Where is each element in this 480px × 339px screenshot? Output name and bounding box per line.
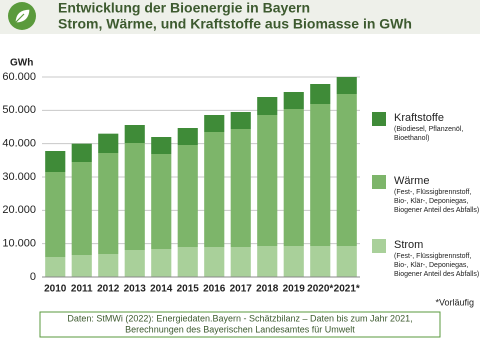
x-tick-label: 2017	[230, 284, 253, 295]
x-tick-label: 2016	[203, 284, 226, 295]
bar-segment	[310, 104, 331, 246]
y-tick-label: 50.000	[2, 104, 36, 116]
bar-segment	[98, 133, 119, 153]
bar-segment	[230, 247, 251, 277]
source-line: Daten: StMWi (2022): Energiedaten.Bayern…	[67, 313, 412, 323]
footnote: *Vorläufig	[435, 297, 474, 307]
bar-segment	[124, 143, 145, 250]
bar-segment	[283, 246, 304, 277]
bar-segment	[204, 132, 225, 247]
bar-segment	[230, 112, 251, 129]
bar-segment	[45, 257, 66, 277]
bar-segment	[71, 143, 92, 162]
bar-segment	[124, 250, 145, 277]
bar-segment	[45, 172, 66, 257]
bar-segment	[71, 162, 92, 255]
x-tick-label: 2011	[71, 284, 93, 295]
y-tick-label: 40.000	[2, 138, 36, 150]
x-tick-label: 2010	[44, 284, 67, 295]
bar-segment	[124, 125, 145, 143]
bar-segment	[283, 109, 304, 246]
legend-description: (Fest-, Flüssigbrennstoff,	[394, 253, 471, 260]
legend-description: Bio-, Klär-, Deponiegas,	[394, 262, 468, 269]
bar-segment	[257, 115, 278, 246]
legend-description: Bio-, Klär-, Deponiegas,	[394, 198, 468, 205]
title-bar	[0, 0, 480, 34]
y-tick-label: 10.000	[2, 238, 36, 250]
bar-segment	[151, 137, 172, 154]
bar-segment	[45, 151, 66, 172]
bar-segment	[257, 97, 278, 115]
legend-description: (Fest-, Flüssigbrennstoff,	[394, 189, 471, 196]
legend-swatch	[372, 239, 386, 253]
bar-segment	[151, 154, 172, 249]
chart-subtitle: Strom, Wärme, und Kraftstoffe aus Biomas…	[58, 16, 412, 32]
legend-description: Biogener Anteil des Abfalls)	[394, 207, 479, 214]
y-unit-label: GWh	[10, 58, 33, 69]
y-tick-label: 30.000	[2, 171, 36, 183]
chart-title: Entwicklung der Bioenergie in Bayern	[58, 0, 310, 16]
bar-segment	[257, 246, 278, 277]
bar-segment	[71, 255, 92, 277]
legend-description: Biogener Anteil des Abfalls)	[394, 271, 479, 278]
bar-segment	[310, 246, 331, 277]
x-tick-label: 2021*	[334, 284, 360, 295]
legend-label: Wärme	[394, 175, 429, 187]
bar-segment	[230, 129, 251, 247]
bar-segment	[204, 247, 225, 277]
x-tick-label: 2019	[283, 284, 306, 295]
source-box	[39, 311, 441, 338]
bar-segment	[177, 128, 198, 145]
x-tick-label: 2014	[150, 284, 173, 295]
y-tick-label: 20.000	[2, 204, 36, 216]
x-tick-label: 2020*	[307, 284, 333, 295]
bar-segment	[283, 92, 304, 109]
bar-segment	[204, 115, 225, 132]
x-tick-label: 2015	[177, 284, 200, 295]
legend-swatch	[372, 175, 386, 189]
y-tick-label: 0	[30, 271, 36, 283]
logo-leaf	[14, 8, 31, 24]
x-tick-label: 2013	[124, 284, 147, 295]
bar-segment	[177, 247, 198, 277]
bar-segment	[98, 153, 119, 254]
legend-description: (Biodiesel, Pflanzenöl,	[394, 126, 463, 133]
legend-label: Strom	[394, 239, 423, 251]
legend-swatch	[372, 112, 386, 126]
legend-description: Bioethanol)	[394, 135, 429, 142]
bar-segment	[310, 84, 331, 104]
source-line: Berechnungen des Bayerischen Landesamtes…	[125, 324, 355, 334]
x-tick-label: 2018	[256, 284, 279, 295]
bar-segment	[98, 254, 119, 277]
bar-segment	[336, 246, 357, 277]
y-tick-label: 60.000	[2, 71, 36, 83]
x-tick-label: 2012	[97, 284, 120, 295]
bar-segment	[336, 77, 357, 94]
bar-segment	[336, 94, 357, 246]
bar-segment	[177, 145, 198, 247]
bar-segment	[151, 249, 172, 277]
legend-label: Kraftstoffe	[394, 112, 444, 124]
